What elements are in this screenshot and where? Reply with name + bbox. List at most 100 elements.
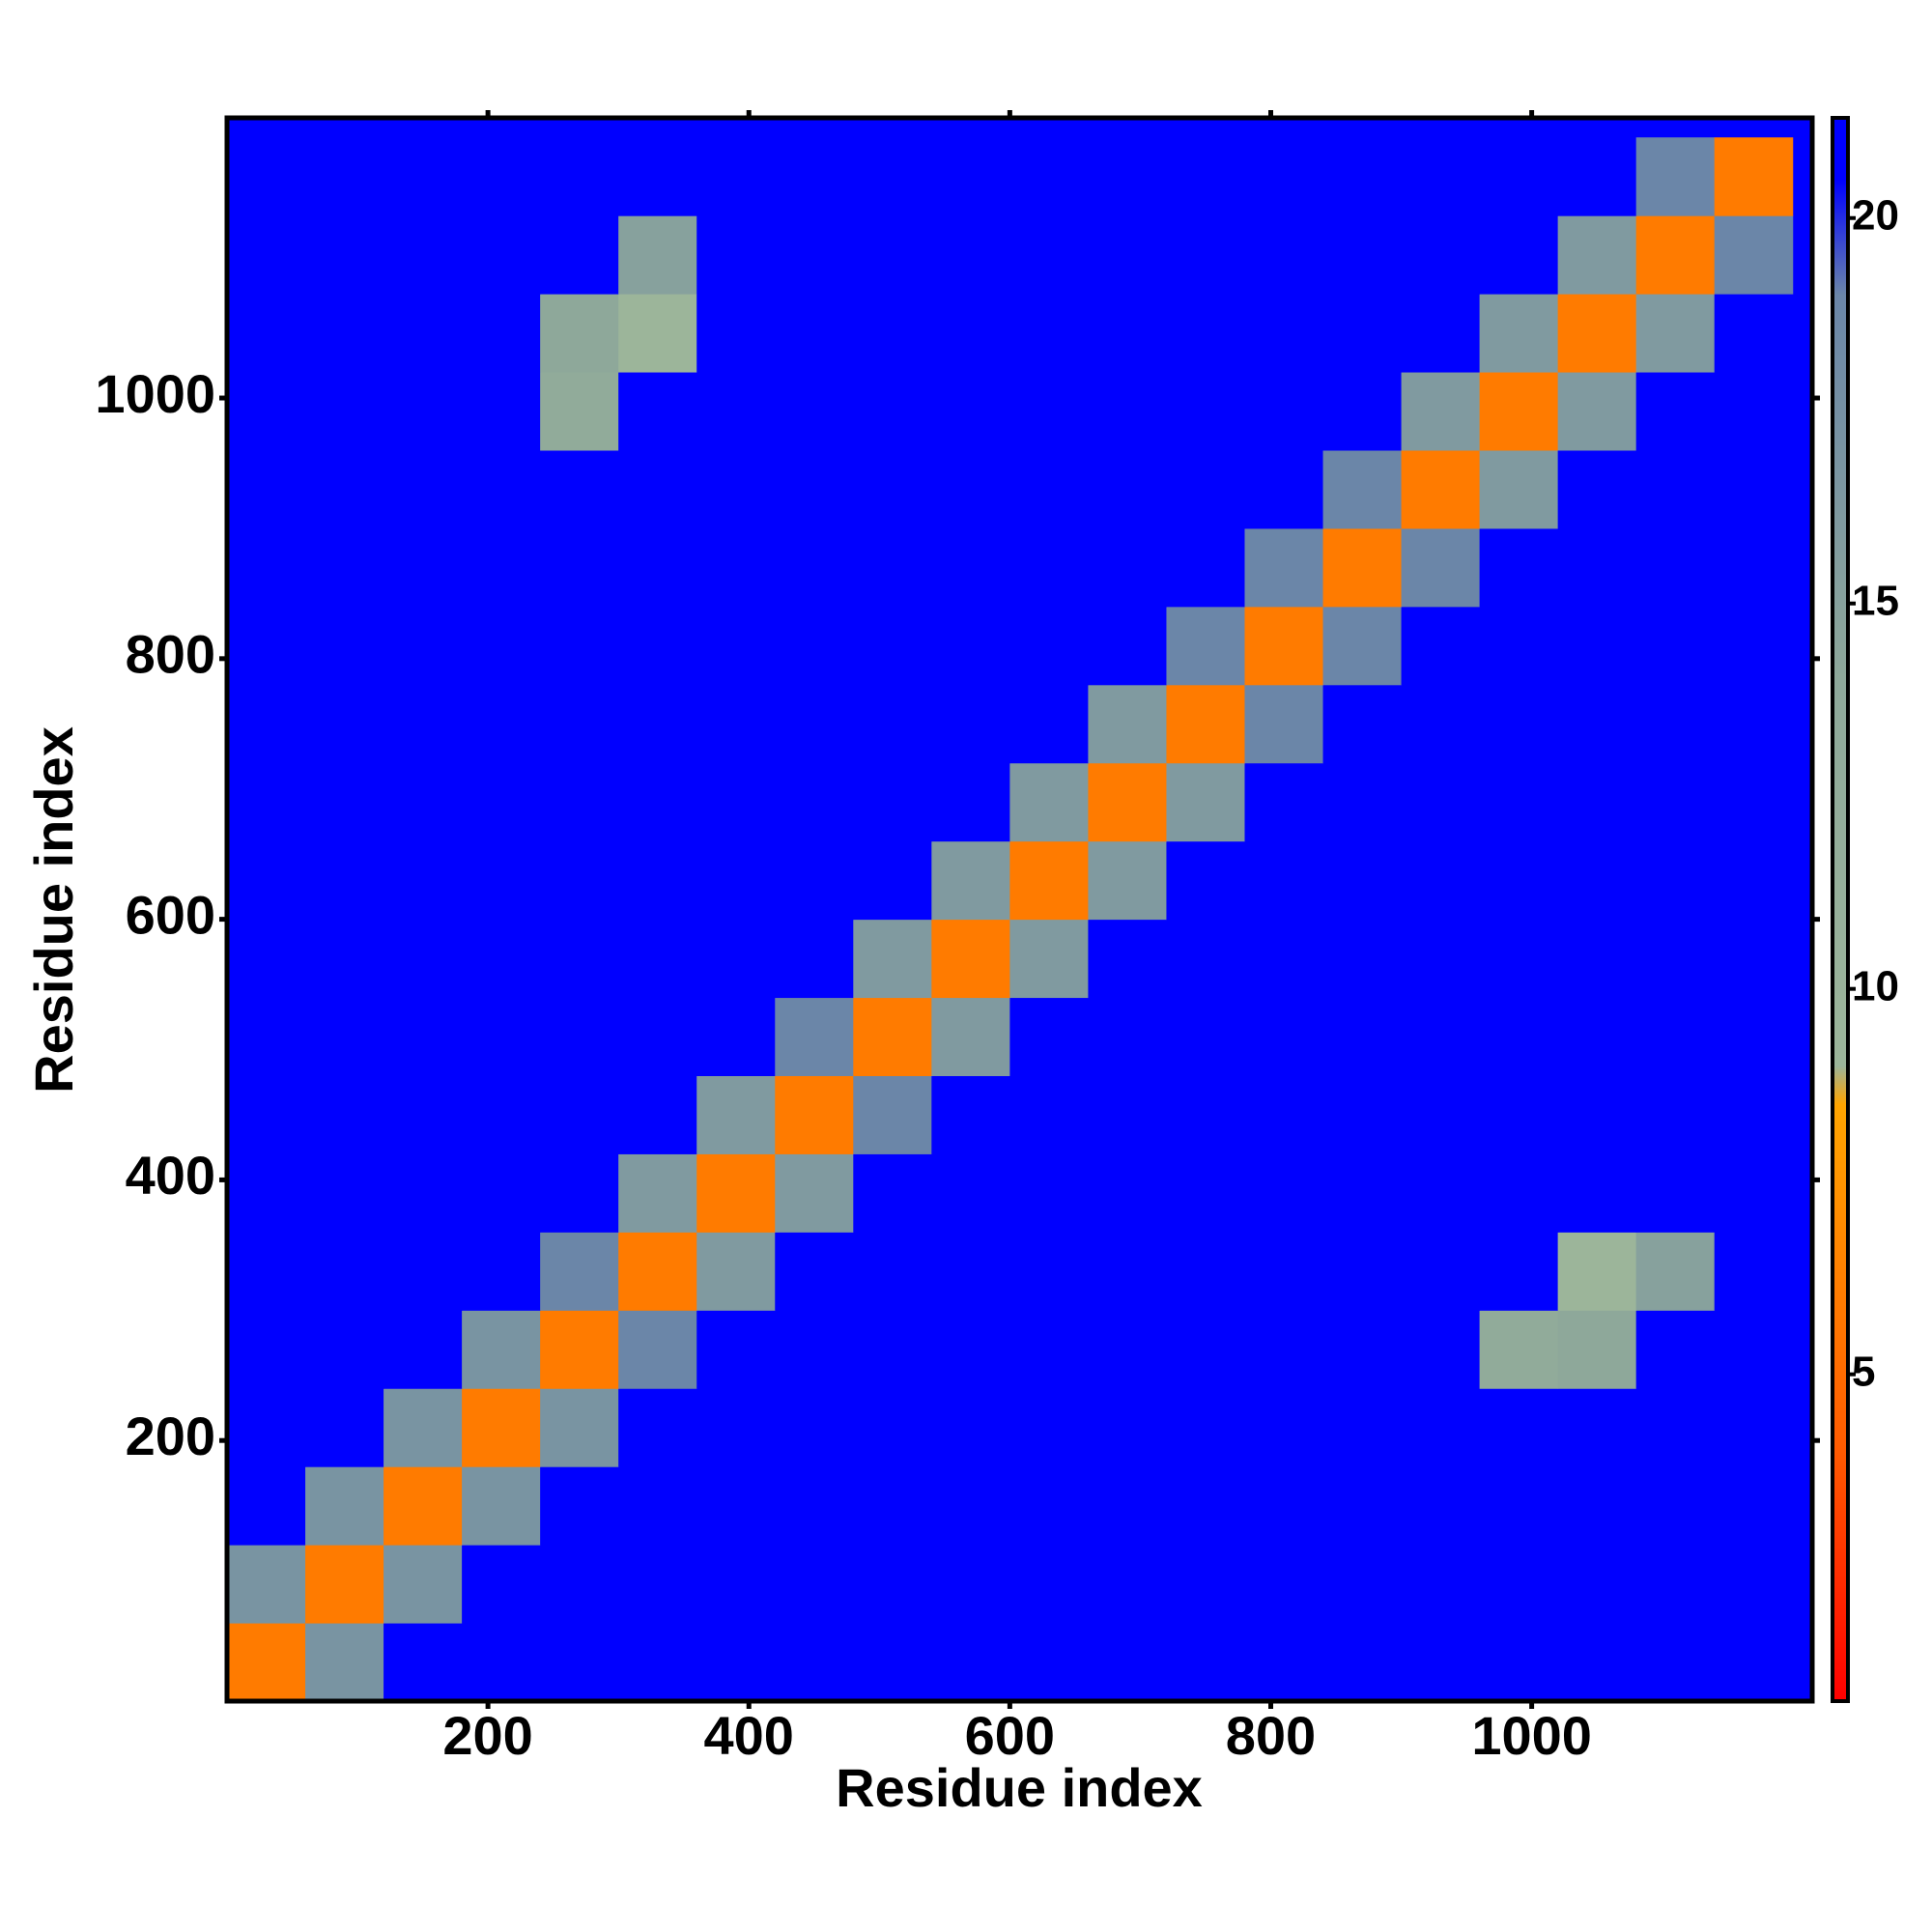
heatmap-cell	[618, 137, 697, 216]
heatmap-cell	[618, 1388, 697, 1467]
heatmap-cell	[1088, 137, 1167, 216]
x-tick-label: 1000	[1471, 1705, 1592, 1766]
heatmap-cell	[462, 527, 541, 608]
heatmap-cell	[931, 1545, 1010, 1624]
heatmap-cell	[1009, 1466, 1089, 1546]
heatmap-cell	[1557, 1310, 1637, 1389]
heatmap-cell	[1557, 137, 1637, 216]
heatmap-cell	[1322, 527, 1403, 608]
heatmap-cell	[227, 1310, 306, 1389]
heatmap-cell	[305, 294, 384, 373]
heatmap-cell	[1557, 527, 1637, 608]
heatmap-cell	[227, 1232, 306, 1311]
heatmap-cell	[305, 1623, 384, 1702]
heatmap-cell	[1322, 1545, 1403, 1624]
heatmap-cell	[618, 294, 697, 373]
heatmap-cell	[775, 1545, 854, 1624]
heatmap-cell	[1479, 527, 1559, 608]
heatmap-cell	[1479, 606, 1559, 686]
heatmap-cell	[1401, 372, 1481, 451]
heatmap-cell	[227, 1075, 306, 1154]
colorbar-tick-label: 15	[1852, 577, 1899, 624]
heatmap-cell	[1009, 840, 1089, 921]
heatmap-cell	[775, 215, 854, 295]
heatmap-cell	[1322, 1310, 1403, 1389]
heatmap-cell	[1714, 840, 1794, 921]
heatmap-cell	[618, 1545, 697, 1624]
heatmap-cell	[1244, 997, 1324, 1076]
heatmap-cell	[696, 840, 776, 921]
heatmap-cell	[1714, 919, 1794, 999]
heatmap-cell	[305, 372, 384, 451]
heatmap-cell	[1088, 372, 1167, 451]
heatmap-cell	[1244, 215, 1324, 295]
heatmap-cell	[1557, 1623, 1637, 1702]
plot-frame	[224, 115, 1815, 1704]
heatmap-cell	[1088, 606, 1167, 686]
heatmap-cell	[384, 1153, 463, 1233]
heatmap-cell	[618, 449, 697, 529]
heatmap-cell	[618, 762, 697, 842]
heatmap-cell	[853, 1310, 932, 1389]
heatmap-cell	[1166, 997, 1245, 1076]
heatmap-cell	[1479, 1466, 1559, 1546]
heatmap-cell	[1479, 919, 1559, 999]
heatmap-cell	[1244, 606, 1324, 686]
heatmap-cell	[1635, 1623, 1716, 1702]
heatmap-cell	[1635, 1075, 1716, 1154]
heatmap-cell	[1244, 449, 1324, 529]
heatmap-cell	[1401, 1545, 1481, 1624]
heatmap-cell	[540, 997, 619, 1076]
heatmap-cell	[931, 372, 1010, 451]
heatmap-cell	[1088, 527, 1167, 608]
heatmap-cell	[384, 1466, 463, 1546]
x-tick-label: 600	[965, 1705, 1055, 1766]
heatmap-cell	[1166, 294, 1245, 373]
heatmap-cell	[1322, 762, 1403, 842]
heatmap-cell	[1635, 527, 1716, 608]
heatmap-cell	[1009, 997, 1089, 1076]
heatmap-cell	[305, 1466, 384, 1546]
heatmap-cell	[1557, 1075, 1637, 1154]
heatmap-cell	[540, 1310, 619, 1389]
heatmap-cell	[227, 1545, 306, 1624]
y-tick-label: 400	[126, 1145, 215, 1206]
heatmap-cell	[931, 1466, 1010, 1546]
heatmap-cell	[1635, 449, 1716, 529]
heatmap-cell	[696, 1232, 776, 1311]
heatmap-cell	[853, 1466, 932, 1546]
heatmap-cell	[931, 762, 1010, 842]
heatmap-cell	[1635, 684, 1716, 764]
heatmap-cell	[1322, 1466, 1403, 1546]
y-tick-label: 200	[126, 1406, 215, 1466]
heatmap-cell	[696, 1388, 776, 1467]
heatmap-cell	[1088, 1545, 1167, 1624]
heatmap-cell	[853, 1075, 932, 1154]
heatmap-cell	[1557, 449, 1637, 529]
heatmap-cell	[1166, 919, 1245, 999]
heatmap-cell	[618, 840, 697, 921]
heatmap-cell	[1322, 215, 1403, 295]
heatmap-cell	[1322, 137, 1403, 216]
heatmap-cell	[1166, 1310, 1245, 1389]
heatmap-cell	[696, 294, 776, 373]
heatmap-cell	[853, 449, 932, 529]
heatmap-cell	[1322, 684, 1403, 764]
heatmap-cell	[1479, 684, 1559, 764]
heatmap-cell	[462, 1153, 541, 1233]
heatmap-cell	[931, 449, 1010, 529]
heatmap-cell	[384, 840, 463, 921]
heatmap-cell	[853, 1388, 932, 1467]
heatmap-cell	[227, 840, 306, 921]
x-axis-title: Residue index	[836, 1757, 1203, 1818]
heatmap-cell	[1166, 1545, 1245, 1624]
heatmap-cell	[540, 137, 619, 216]
heatmap-cell	[1714, 1075, 1794, 1154]
heatmap-cell	[1714, 372, 1794, 451]
heatmap-cell	[305, 762, 384, 842]
heatmap-cell	[1479, 840, 1559, 921]
heatmap-cell	[696, 919, 776, 999]
heatmap-cell	[1479, 449, 1559, 529]
heatmap-cell	[1009, 1388, 1089, 1467]
